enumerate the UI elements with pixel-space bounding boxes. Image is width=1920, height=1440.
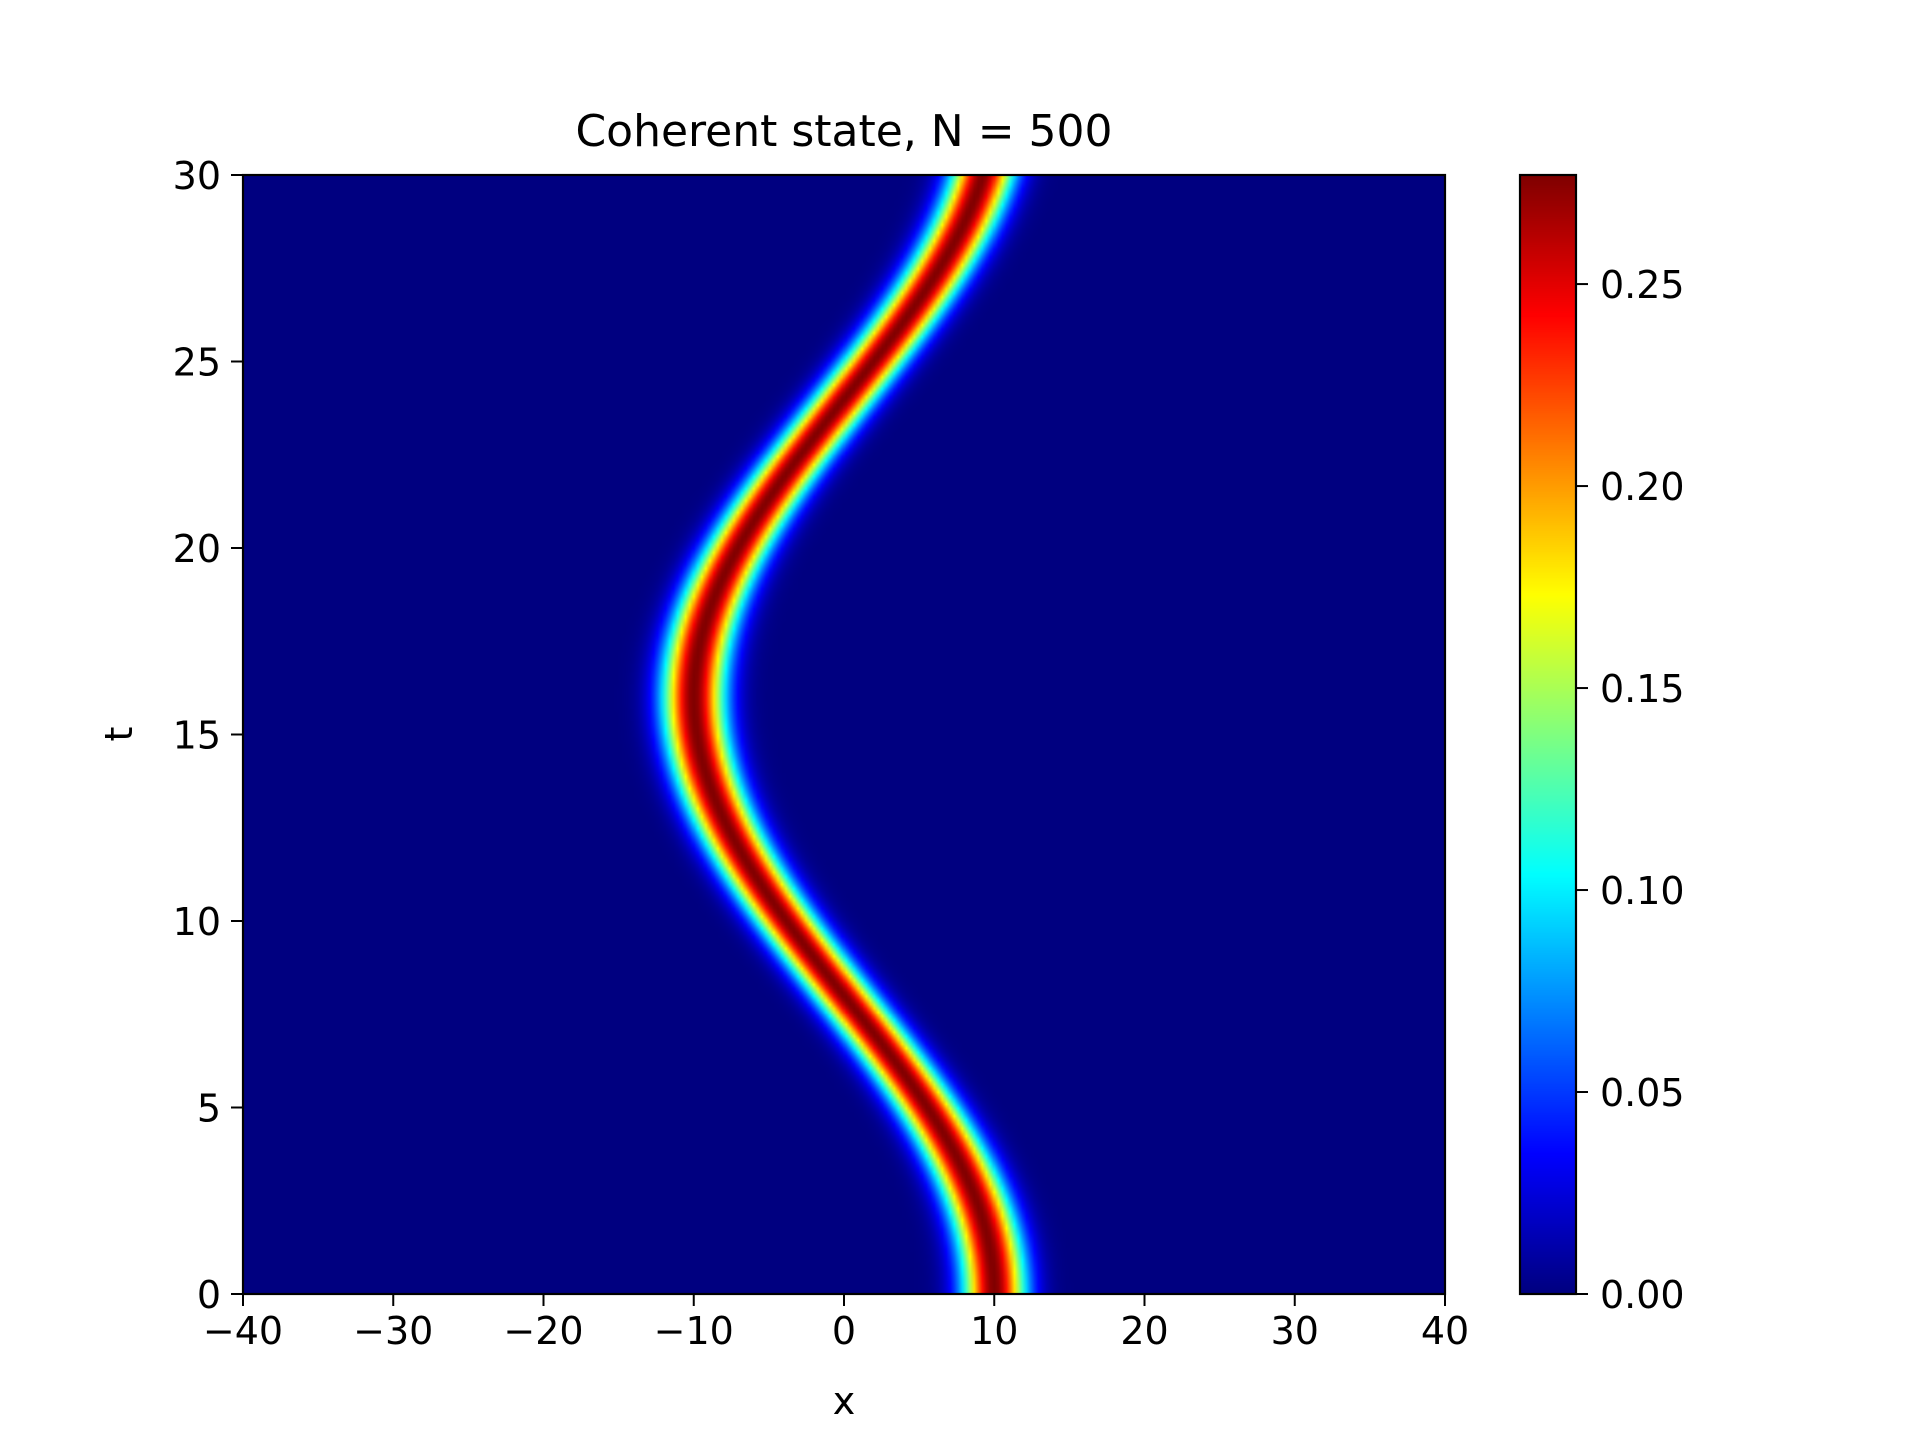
x-tick-label: 10 (970, 1309, 1018, 1353)
heatmap-image (243, 175, 1445, 1294)
y-tick-label: 0 (197, 1273, 221, 1317)
y-axis-ticks: 0 5 10 15 20 25 30 (173, 154, 243, 1317)
y-tick-label: 20 (173, 527, 221, 571)
x-axis-ticks: −40 −30 −20 −10 0 10 20 30 40 (203, 1294, 1469, 1353)
x-tick-label: −10 (654, 1309, 734, 1353)
colorbar-gradient (1520, 175, 1576, 1294)
y-tick-label: 30 (173, 154, 221, 198)
plot-frame (241, 173, 1447, 1296)
x-tick-label: 40 (1421, 1309, 1469, 1353)
colorbar-tick-label: 0.20 (1600, 465, 1685, 509)
colorbar-tick-label: 0.15 (1600, 667, 1685, 711)
x-tick-label: −20 (503, 1309, 583, 1353)
colorbar-tick-label: 0.05 (1600, 1071, 1685, 1115)
x-axis-label: x (833, 1379, 856, 1423)
colorbar-tick-label: 0.10 (1600, 869, 1685, 913)
y-tick-label: 25 (173, 341, 221, 385)
x-tick-label: 0 (832, 1309, 856, 1353)
x-tick-label: −30 (353, 1309, 433, 1353)
y-tick-label: 5 (197, 1087, 221, 1131)
y-tick-label: 10 (173, 900, 221, 944)
x-tick-label: −40 (203, 1309, 283, 1353)
chart-title: Coherent state, N = 500 (575, 106, 1112, 157)
y-tick-label: 15 (173, 714, 221, 758)
colorbar-frame (1518, 173, 1578, 1296)
colorbar-tick-label: 0.00 (1600, 1273, 1685, 1317)
y-axis-label: t (97, 727, 141, 742)
x-tick-label: 20 (1120, 1309, 1168, 1353)
colorbar-tick-label: 0.25 (1600, 263, 1685, 307)
x-tick-label: 30 (1271, 1309, 1319, 1353)
colorbar-ticks: 0.00 0.05 0.10 0.15 0.20 0.25 (1576, 263, 1685, 1317)
